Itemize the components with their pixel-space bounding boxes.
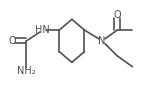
- Text: NH₂: NH₂: [17, 66, 36, 76]
- Text: N: N: [98, 36, 106, 46]
- Text: HN: HN: [36, 25, 50, 35]
- Text: O: O: [9, 36, 16, 46]
- Text: O: O: [113, 10, 121, 20]
